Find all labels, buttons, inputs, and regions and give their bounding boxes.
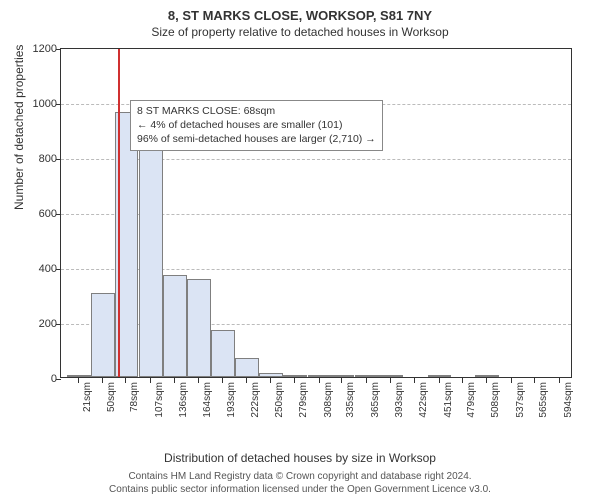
y-axis-label: Number of detached properties	[12, 45, 26, 210]
xtick-label: 222sqm	[250, 382, 261, 418]
chart-container: 8, ST MARKS CLOSE, WORKSOP, S81 7NY Size…	[0, 0, 600, 500]
xtick-label: 479sqm	[466, 382, 477, 418]
ytick-label: 200	[39, 318, 57, 330]
histogram-bar	[283, 375, 307, 377]
xtick-mark	[270, 378, 271, 383]
histogram-bar	[428, 375, 452, 377]
xtick-mark	[559, 378, 560, 383]
ytick-label: 600	[39, 208, 57, 220]
xtick-mark	[150, 378, 151, 383]
page-subtitle: Size of property relative to detached ho…	[0, 23, 600, 39]
xtick-mark	[174, 378, 175, 383]
xtick-label: 537sqm	[515, 382, 526, 418]
histogram-bar	[139, 138, 163, 377]
xtick-mark	[125, 378, 126, 383]
histogram-bar	[91, 293, 115, 377]
xtick-mark	[414, 378, 415, 383]
footer-attribution: Contains HM Land Registry data © Crown c…	[0, 471, 600, 496]
xtick-mark	[511, 378, 512, 383]
xtick-mark	[534, 378, 535, 383]
footer-line-1: Contains HM Land Registry data © Crown c…	[0, 471, 600, 484]
xtick-mark	[486, 378, 487, 383]
histogram-bar	[475, 375, 499, 377]
xtick-mark	[294, 378, 295, 383]
xtick-mark	[222, 378, 223, 383]
histogram-bar	[211, 330, 235, 377]
xtick-mark	[78, 378, 79, 383]
xtick-mark	[102, 378, 103, 383]
xtick-label: 422sqm	[418, 382, 429, 418]
xtick-label: 594sqm	[563, 382, 574, 418]
ytick-label: 1200	[33, 43, 57, 55]
x-axis-label: Distribution of detached houses by size …	[0, 451, 600, 465]
xtick-mark	[462, 378, 463, 383]
property-marker-line	[118, 49, 120, 377]
footer-line-2: Contains public sector information licen…	[0, 484, 600, 497]
xtick-label: 21sqm	[82, 382, 93, 412]
xtick-label: 565sqm	[538, 382, 549, 418]
histogram-bar	[379, 375, 403, 377]
ytick-label: 0	[51, 373, 57, 385]
chart-legend: 8 ST MARKS CLOSE: 68sqm ← 4% of detached…	[130, 100, 383, 151]
ytick-label: 800	[39, 153, 57, 165]
xtick-label: 164sqm	[202, 382, 213, 418]
xtick-label: 78sqm	[129, 382, 140, 412]
page-title: 8, ST MARKS CLOSE, WORKSOP, S81 7NY	[0, 0, 600, 23]
histogram-bar	[235, 358, 259, 377]
xtick-mark	[366, 378, 367, 383]
histogram-chart: 020040060080010001200 8 ST MARKS CLOSE: …	[60, 48, 572, 413]
xtick-label: 335sqm	[345, 382, 356, 418]
histogram-bar	[259, 373, 283, 377]
xtick-mark	[246, 378, 247, 383]
histogram-bar	[330, 375, 354, 377]
legend-line-3: 96% of semi-detached houses are larger (…	[137, 132, 376, 146]
legend-line-1: 8 ST MARKS CLOSE: 68sqm	[137, 104, 376, 118]
xtick-label: 451sqm	[443, 382, 454, 418]
xtick-label: 393sqm	[394, 382, 405, 418]
xtick-label: 308sqm	[323, 382, 334, 418]
xtick-mark	[439, 378, 440, 383]
ytick-label: 400	[39, 263, 57, 275]
xtick-label: 136sqm	[178, 382, 189, 418]
legend-line-2: ← 4% of detached houses are smaller (101…	[137, 118, 376, 132]
xtick-label: 365sqm	[370, 382, 381, 418]
xtick-label: 107sqm	[154, 382, 165, 418]
xtick-mark	[198, 378, 199, 383]
xtick-label: 50sqm	[106, 382, 117, 412]
xtick-label: 279sqm	[298, 382, 309, 418]
xtick-label: 250sqm	[274, 382, 285, 418]
xtick-label: 193sqm	[226, 382, 237, 418]
histogram-bar	[67, 375, 91, 377]
histogram-bar	[308, 375, 332, 377]
histogram-bar	[163, 275, 187, 377]
xtick-mark	[319, 378, 320, 383]
histogram-bar	[355, 375, 379, 377]
xtick-label: 508sqm	[490, 382, 501, 418]
histogram-bar	[187, 279, 211, 377]
ytick-label: 1000	[33, 98, 57, 110]
xtick-mark	[390, 378, 391, 383]
plot-area: 020040060080010001200	[60, 48, 572, 378]
xtick-mark	[341, 378, 342, 383]
